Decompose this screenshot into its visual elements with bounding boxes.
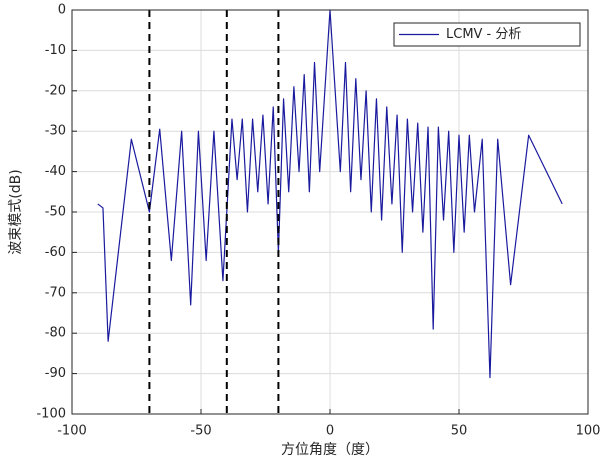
y-tick-label: -60 [45, 245, 66, 260]
x-axis-label: 方位角度（度） [281, 442, 379, 458]
x-tick-label: -50 [190, 424, 211, 439]
y-tick-label: -20 [45, 83, 66, 98]
y-tick-label: -80 [45, 326, 66, 341]
y-tick-label: -70 [45, 285, 66, 300]
y-tick-label: -40 [45, 164, 66, 179]
x-tick-label: 50 [451, 424, 468, 439]
legend-box [393, 22, 581, 47]
x-tick-label: 100 [576, 424, 601, 439]
y-tick-label: 0 [58, 3, 66, 18]
plot-frame [71, 9, 589, 415]
y-tick-label: -100 [36, 407, 66, 422]
y-tick-label: -90 [45, 366, 66, 381]
legend-label: LCMV - 分析 [446, 27, 521, 42]
y-axis-label: 波束模式(dB) [8, 169, 24, 254]
y-tick-label: -50 [45, 205, 66, 220]
x-tick-label: -100 [57, 424, 87, 439]
x-tick-label: 0 [326, 424, 334, 439]
y-tick-label: -30 [45, 124, 66, 139]
y-tick-label: -10 [45, 43, 66, 58]
data-line [97, 9, 563, 379]
